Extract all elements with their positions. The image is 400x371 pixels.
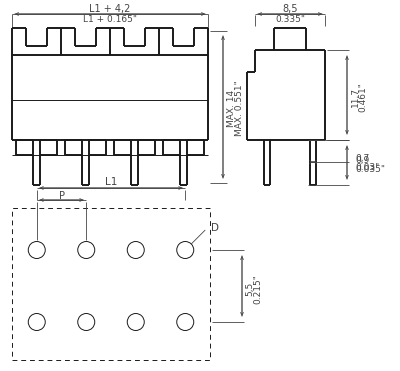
Text: 0.215": 0.215": [254, 274, 262, 304]
Text: 0,7: 0,7: [355, 154, 369, 162]
Text: 0.03": 0.03": [355, 162, 379, 171]
Text: 0.461": 0.461": [358, 82, 368, 112]
Text: 11,7: 11,7: [350, 87, 360, 107]
Text: L1: L1: [105, 177, 117, 187]
Text: 8,5: 8,5: [282, 4, 298, 14]
Text: 0,9: 0,9: [355, 156, 369, 165]
Bar: [12, 208, 210, 360]
Text: MAX. 14: MAX. 14: [228, 90, 236, 127]
Text: L1 + 4,2: L1 + 4,2: [89, 4, 131, 14]
Text: 0.035": 0.035": [355, 165, 385, 174]
Text: 5,5: 5,5: [246, 282, 254, 296]
Text: 0.335": 0.335": [275, 16, 305, 24]
Text: P: P: [58, 191, 64, 201]
Text: L1 + 0.165": L1 + 0.165": [83, 16, 137, 24]
Text: MAX. 0.551": MAX. 0.551": [236, 81, 244, 137]
Text: D: D: [211, 223, 219, 233]
